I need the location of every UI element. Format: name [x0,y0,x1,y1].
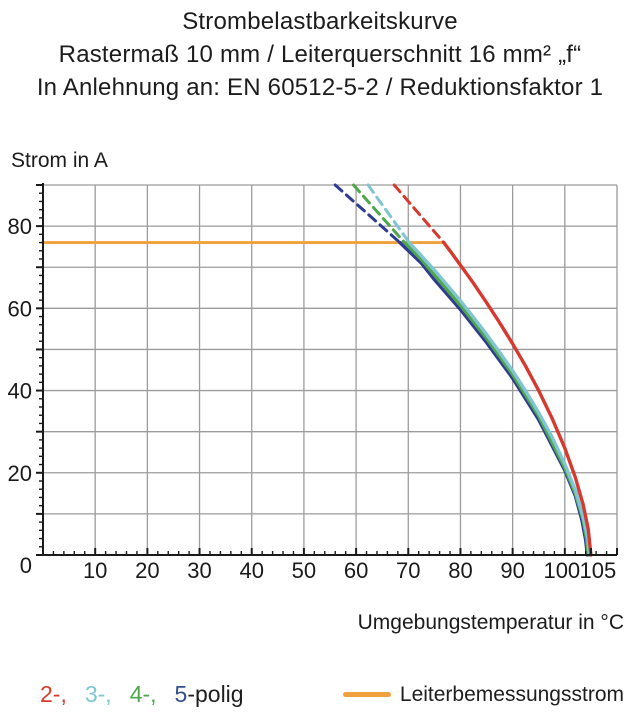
curve-dashed-5-polig [333,183,402,245]
legend-pole-counts: 2-, 3-, 4-, 5-polig [40,681,244,708]
x-tick-label: 30 [187,558,211,583]
y-tick-label: 80 [8,214,32,239]
curve-dashed-3-polig [366,183,411,245]
curve-solid-3-polig [407,240,591,557]
legend-rated-current: Leiterbemessungsstrom [342,682,624,707]
chart-title-line1: Strombelastbarkeitskurve [182,8,458,35]
legend-item-2-polig: 2-, [40,681,67,707]
x-tick-label: 105 [580,558,617,583]
legend: 2-, 3-, 4-, 5-polig Leiterbemessungsstro… [40,681,624,708]
chart-title-block: Strombelastbarkeitskurve Rastermaß 10 mm… [0,5,640,104]
x-tick-label: 100 [543,558,580,583]
curve-dashed-4-polig [352,183,407,245]
y-tick-label: 0 [20,553,32,578]
x-tick-label: 70 [396,558,420,583]
x-axis-title: Umgebungstemperatur in °C [357,611,624,634]
chart-title-line2: Rastermaß 10 mm / Leiterquerschnitt 16 m… [58,41,582,68]
y-tick-label: 40 [8,379,32,404]
x-tick-label: 40 [239,558,263,583]
x-tick-label: 50 [292,558,316,583]
x-tick-label: 10 [83,558,107,583]
rated-current-label: Leiterbemessungsstrom [399,682,624,706]
rated-current-line-swatch [342,692,391,697]
x-tick-label: 20 [135,558,159,583]
chart-title-line3: In Anlehnung an: EN 60512-5-2 / Reduktio… [36,74,604,101]
curve-solid-4-polig [402,240,590,557]
curve-dashed-2-polig [392,183,446,245]
x-tick-label: 90 [500,558,524,583]
y-axis-title: Strom in A [11,149,108,172]
x-tick-label: 80 [448,558,472,583]
legend-polig-suffix: -polig [187,681,244,707]
curve-solid-2-polig [442,240,593,557]
legend-5-number: 5 [174,681,188,707]
y-tick-label: 60 [8,296,32,321]
legend-item-4-polig: 4-, [129,681,157,707]
legend-item-5-polig: 5-polig [175,681,244,708]
x-tick-label: 60 [344,558,368,583]
y-tick-label: 20 [8,461,32,486]
curve-solid-5-polig [398,240,589,557]
legend-item-3-polig: 3-, [84,681,112,707]
